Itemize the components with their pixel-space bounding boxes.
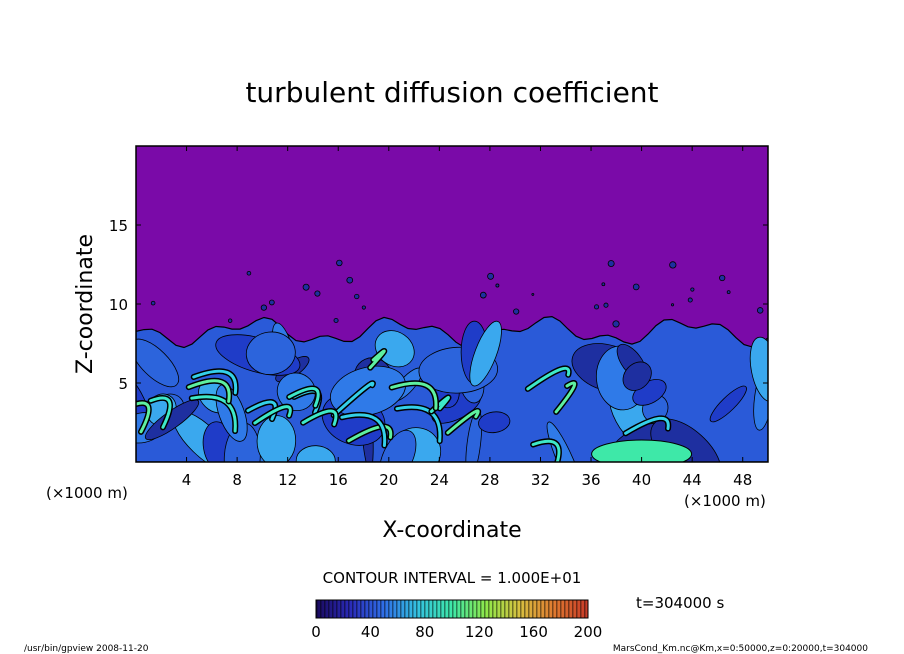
turbulent-streak [253,405,292,425]
eddy-patch [749,336,768,402]
detached-blob [333,318,339,324]
turbulent-streak [301,409,338,426]
colorbar-tick-label: 0 [311,623,321,641]
turbulent-streak [554,381,577,414]
detached-blob [487,272,495,280]
y-axis-ticks: 5 10 15 [109,217,768,393]
turbulent-streak [531,439,561,462]
plot-area [136,146,768,462]
detached-blob [495,283,500,288]
x-tick-label: 36 [581,471,600,489]
eddy-patch [245,331,296,375]
detached-blob [346,276,354,284]
detached-blob [150,300,156,306]
detached-blob [726,290,731,295]
colorbar-tick-label: 40 [361,623,380,641]
contour-interval-label: CONTOUR INTERVAL = 1.000E+01 [323,569,582,587]
detached-blob [336,259,343,267]
colorbar-tick-label: 200 [574,623,603,641]
detached-blob [612,320,620,328]
x-tick-label: 24 [430,471,449,489]
x-tick-label: 4 [182,471,192,489]
turbulent-mixed-layer [136,259,768,462]
turbulent-streak [340,413,387,447]
colorbar-ticks: 0 40 80 120 160 200 [311,623,602,641]
turbulent-streak [187,379,231,403]
eddy-patch [622,361,652,391]
y-tick-label: 10 [109,296,128,314]
turbulent-streak [190,395,237,433]
y-tick-label: 15 [109,217,128,235]
colorbar [315,599,589,619]
x-tick-label: 16 [329,471,348,489]
y-axis-label: Z-coordinate [73,234,98,374]
turbulent-streak [149,396,172,429]
eddy-patch [379,429,417,462]
detached-blob [227,318,233,323]
colorbar-tick-label: 160 [519,623,548,641]
detached-blob [531,293,535,296]
turbulent-streak [446,409,480,435]
eddy-patch [256,415,297,462]
x-tick-label: 32 [531,471,550,489]
detached-blob [314,290,321,297]
x-unit-label-left: (×1000 m) [46,484,128,502]
x-tick-label: 44 [683,471,702,489]
high-value-patch [591,439,693,462]
detached-blob [302,283,310,291]
detached-blob [632,283,640,291]
detached-blob [479,291,487,299]
x-tick-label: 40 [632,471,651,489]
x-unit-label-right: (×1000 m) [684,492,766,510]
detached-blob [607,260,615,268]
detached-blob [246,270,252,276]
turbulent-streak [287,387,320,408]
detached-blob [756,307,764,314]
turbulent-streak [136,401,151,434]
x-tick-label: 8 [232,471,242,489]
x-tick-label: 28 [480,471,499,489]
x-tick-label: 48 [733,471,752,489]
x-tick-label: 20 [379,471,398,489]
colorbar-tick-label: 120 [465,623,494,641]
x-axis-ticks: 4 8 12 16 20 24 28 32 36 40 44 48 [182,146,752,489]
detached-blob [513,308,520,315]
detached-blob [260,304,267,311]
detached-blob [268,299,275,306]
detached-blob [669,261,677,269]
footer-right: MarsCond_Km.nc@Km,x=0:50000,z=0:20000,t=… [613,644,868,654]
time-label: t=304000 s [636,594,724,612]
footer-left: /usr/bin/gpview 2008-11-20 [24,644,149,654]
detached-blob [361,305,366,310]
turbulent-streak [332,381,375,417]
detached-blob [603,302,609,308]
detached-blob [593,304,600,310]
detached-blob [719,274,726,282]
colorbar-frame [315,599,589,619]
eddy-patch [709,385,747,423]
eddy-patch [478,411,511,434]
detached-blob [687,297,693,303]
detached-blob [354,293,360,300]
x-tick-label: 12 [278,471,297,489]
turbulent-streak [192,369,238,395]
x-axis-label: X-coordinate [382,518,521,543]
detached-blob [670,303,675,307]
turbulent-streak [390,381,438,410]
eddy-patch [469,320,502,387]
turbulent-streak [624,416,670,435]
colorbar-tick-label: 80 [415,623,434,641]
eddy-patch [136,338,180,388]
turbulent-streak [368,349,386,370]
colorbar-stripes [316,600,588,618]
chart-title: turbulent diffusion coefficient [245,76,658,109]
eddy-patch [374,330,415,368]
y-tick-label: 5 [118,375,128,393]
detached-blob [690,287,695,292]
detached-blob [601,282,606,287]
turbulent-streak [526,366,571,391]
